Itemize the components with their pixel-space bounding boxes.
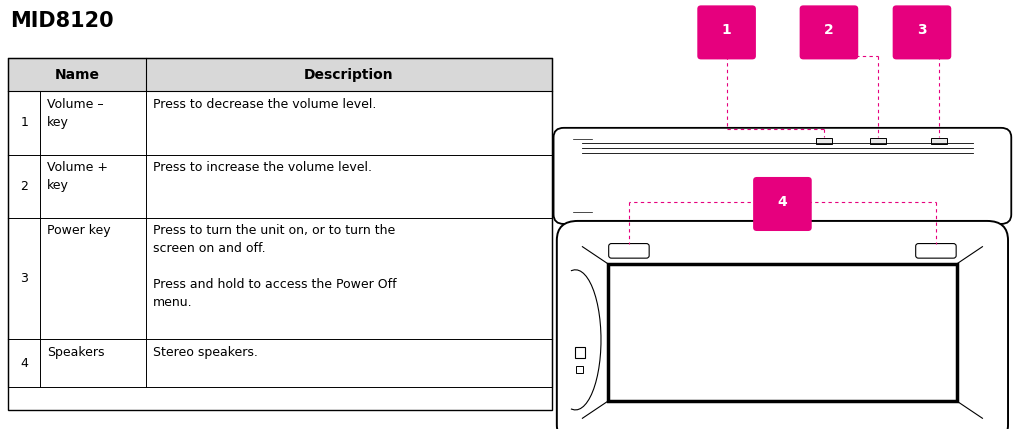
Text: Volume –
key: Volume – key [47,98,104,129]
Bar [816,138,832,145]
Bar [931,138,947,145]
Bar [8,218,551,339]
Text: 4: 4 [20,356,28,370]
FancyBboxPatch shape [557,221,1008,429]
Text: Press to increase the volume level.: Press to increase the volume level. [152,161,371,174]
Text: 3: 3 [918,23,927,37]
FancyBboxPatch shape [609,244,650,258]
Text: 1: 1 [20,117,28,130]
Bar [608,264,957,401]
Text: 2: 2 [824,23,833,37]
Bar [577,366,584,373]
Text: 4: 4 [777,195,788,208]
Text: Stereo speakers.: Stereo speakers. [152,346,258,359]
Bar [576,347,585,358]
Text: Volume +
key: Volume + key [47,161,108,192]
Bar [870,138,886,145]
Bar [8,58,551,91]
Bar [8,339,551,387]
Bar [8,154,551,218]
Text: 3: 3 [20,272,28,285]
FancyBboxPatch shape [800,5,859,59]
Text: Speakers: Speakers [47,346,105,359]
Bar [8,58,551,410]
FancyBboxPatch shape [916,244,956,258]
FancyBboxPatch shape [892,5,951,59]
FancyBboxPatch shape [553,128,1011,224]
Text: 1: 1 [722,23,732,37]
Text: Press to decrease the volume level.: Press to decrease the volume level. [152,98,376,111]
Text: Name: Name [55,68,99,82]
Text: Press to turn the unit on, or to turn the
screen on and off.

Press and hold to : Press to turn the unit on, or to turn th… [152,224,396,309]
FancyBboxPatch shape [697,5,756,59]
Text: 2: 2 [20,180,28,193]
Bar [8,91,551,154]
Text: Power key: Power key [47,224,111,237]
Text: MID8120: MID8120 [10,11,114,31]
FancyBboxPatch shape [753,177,812,231]
Text: Description: Description [303,68,394,82]
